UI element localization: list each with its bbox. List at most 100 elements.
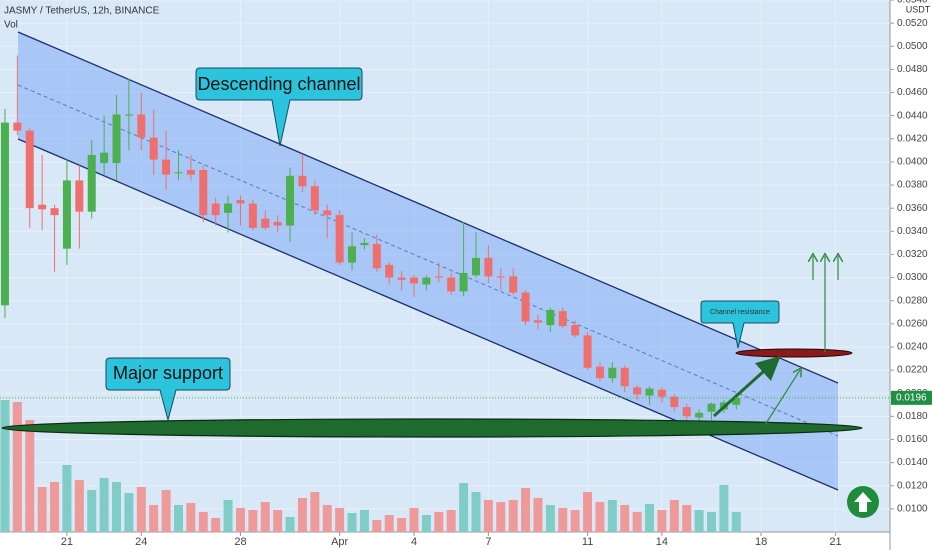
x-tick-label: 24 <box>135 536 147 548</box>
volume-bar <box>657 510 667 532</box>
candle-body <box>75 180 84 212</box>
volume-bar <box>273 510 283 532</box>
candle-body <box>224 203 233 213</box>
volume-bar <box>99 478 109 532</box>
candle-body <box>620 367 629 387</box>
volume-bar <box>322 505 332 532</box>
candle-body <box>335 215 344 263</box>
candle-body <box>186 170 195 175</box>
volume-bar <box>545 505 555 532</box>
up-icon-arrow <box>854 492 872 512</box>
volume-label: Vol <box>4 20 18 31</box>
volume-bar <box>583 492 593 532</box>
volume-bar <box>198 512 208 532</box>
y-tick-label: 0.0140 <box>897 457 928 468</box>
volume-bar <box>533 498 543 532</box>
last-price-label: 0.0196 <box>896 392 927 403</box>
candle-body <box>174 172 183 174</box>
y-tick-label: 0.0240 <box>897 342 928 353</box>
last-price-tag <box>891 390 932 405</box>
candle-body <box>509 276 518 293</box>
candle-body <box>38 204 47 210</box>
y-tick-label: 0.0300 <box>897 272 928 283</box>
volume-bar <box>694 510 704 532</box>
volume-bar <box>471 492 481 532</box>
x-tick-label: 28 <box>234 536 246 548</box>
candle-body <box>571 324 580 336</box>
annotation: Channel resistance <box>710 309 770 316</box>
candle-body <box>261 218 270 228</box>
volume-bar <box>347 513 357 532</box>
y-tick-label: 0.0120 <box>897 480 928 491</box>
volume-bar <box>124 493 134 532</box>
volume-bar <box>521 488 531 532</box>
grid <box>0 0 890 532</box>
arrow <box>764 370 800 426</box>
candle-body <box>447 277 456 292</box>
candle-body <box>496 276 505 278</box>
volume-bar <box>682 505 692 532</box>
x-tick-label: 21 <box>61 536 73 548</box>
callout-box <box>195 67 363 147</box>
candle-body <box>670 396 679 408</box>
volume-bar <box>397 518 407 532</box>
volume-bar <box>173 505 183 532</box>
candle-body <box>162 159 171 175</box>
volume-bar <box>372 520 382 532</box>
candle-body <box>25 130 34 209</box>
chart-title: JASMY / TetherUS, 12h, BINANCE <box>4 6 160 17</box>
volume-bar <box>731 512 741 532</box>
volume-bar <box>12 402 22 532</box>
volume-bar <box>719 485 729 532</box>
candle-body <box>248 203 257 228</box>
y-tick-label: 0.0340 <box>897 226 928 237</box>
volume-bar <box>620 505 630 532</box>
volume-bar <box>607 500 617 532</box>
candle-body <box>112 114 121 164</box>
x-tick-label: 14 <box>656 536 668 548</box>
candle-body <box>707 403 716 412</box>
volume-bar <box>459 483 469 532</box>
volume-bar <box>384 515 394 532</box>
y-tick-label: 0.0280 <box>897 295 928 306</box>
candle-body <box>385 264 394 278</box>
time-axis <box>0 532 890 550</box>
resistance-zone <box>735 348 853 358</box>
volume-bar <box>50 482 60 532</box>
candle-body <box>50 208 59 216</box>
candle-body <box>310 186 319 211</box>
candle-body <box>410 277 419 284</box>
candle-body <box>397 277 406 280</box>
callout-box <box>700 300 780 349</box>
volume-bar <box>335 508 345 532</box>
candle-body <box>434 276 443 278</box>
candle-body <box>583 335 592 368</box>
volume-bar <box>669 500 679 532</box>
y-tick-label: 0.0400 <box>897 157 928 168</box>
volume-bar <box>421 515 431 532</box>
candle-body <box>471 257 480 276</box>
y-tick-label: 0.0500 <box>897 41 928 52</box>
candle-body <box>273 222 282 226</box>
candle-body <box>484 257 493 277</box>
volume-bar <box>632 512 642 532</box>
y-tick-label: 0.0100 <box>897 504 928 515</box>
candle-body <box>298 175 307 187</box>
volume-bar <box>149 505 159 532</box>
candle-body <box>360 242 369 246</box>
arrow <box>712 355 781 418</box>
candle-body <box>211 203 220 216</box>
volume-bar <box>161 490 171 532</box>
candle-body <box>372 244 381 269</box>
y-tick-label: 0.0360 <box>897 203 928 214</box>
volume-bar <box>285 517 295 532</box>
candle-body <box>595 366 604 379</box>
volume-bar <box>112 482 122 532</box>
volume-bar <box>434 512 444 532</box>
volume-bar <box>310 492 320 532</box>
candle-body <box>62 180 71 249</box>
volume-bar <box>223 500 233 532</box>
volume-bar <box>707 512 717 532</box>
annotation: Major support <box>113 363 223 383</box>
